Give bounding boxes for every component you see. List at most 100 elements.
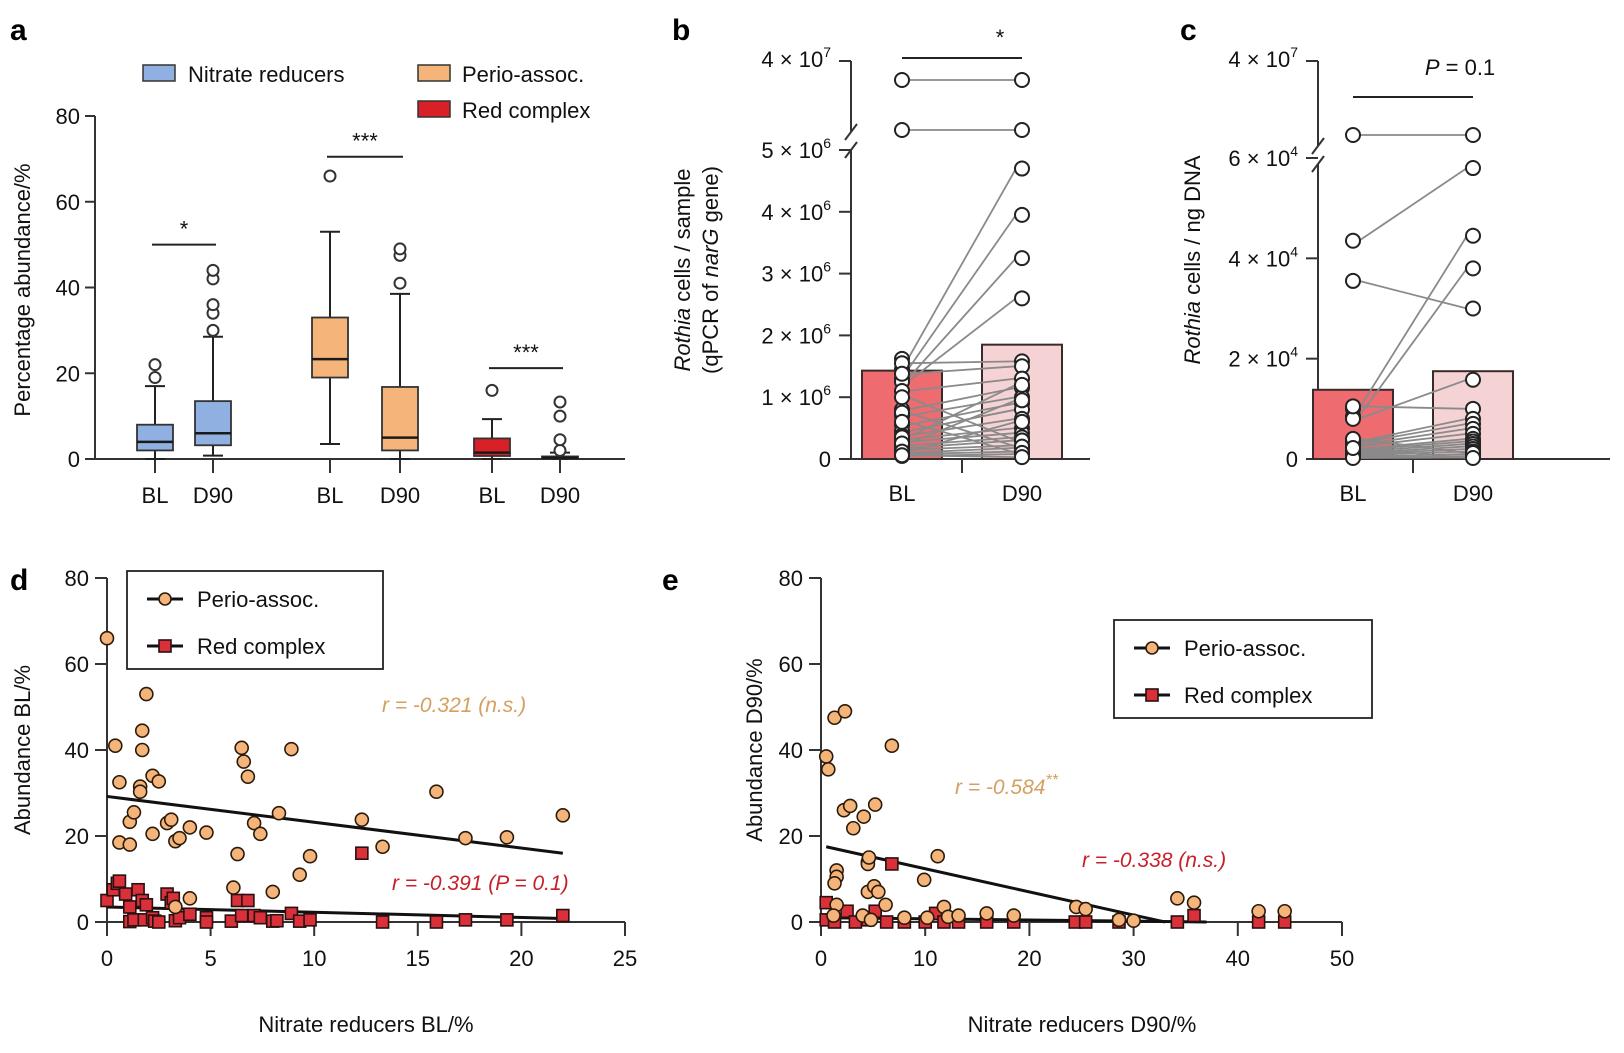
- scatter-point-perio: [240, 769, 256, 784]
- paired-point-d90: [1465, 300, 1481, 317]
- tick-exponent: 7: [823, 44, 831, 60]
- scatter-point-red: [1078, 915, 1093, 929]
- tick-base: 2 × 10: [761, 323, 823, 348]
- box-outlier: [393, 242, 407, 256]
- tick-base: 4 × 10: [761, 200, 823, 225]
- y-tick-label-upper: 4 × 107: [1228, 44, 1298, 72]
- panel-c-ylabel: Rothia cells / ng DNA: [1180, 155, 1205, 364]
- scatter-point-perio: [856, 809, 872, 824]
- scatter-point-perio: [826, 908, 841, 923]
- x-tick-label: 10: [302, 946, 326, 971]
- scatter-point-perio: [302, 848, 318, 864]
- paired-line: [907, 399, 1017, 445]
- scatter-point-perio: [234, 740, 249, 756]
- scatter-point-perio: [951, 908, 966, 923]
- scatter-point-perio: [878, 897, 893, 913]
- y-tick-label: 4 × 106: [761, 197, 831, 225]
- panel-c-bar: Rothia cells / ng DNA P = 0.1 4 × 10702 …: [1180, 44, 1610, 506]
- panel-e-xlabel: Nitrate reducers D90/%: [968, 1012, 1197, 1037]
- scatter-point-red: [152, 915, 166, 929]
- scatter-point-perio: [132, 784, 148, 800]
- paired-point-d90: [1465, 260, 1481, 277]
- y-tick-label: 40: [779, 738, 803, 763]
- tick-base: 6 × 10: [1228, 146, 1290, 171]
- correlation-text: r = -0.391 (P = 0.1): [392, 872, 569, 895]
- paired-line: [1358, 445, 1468, 454]
- scatter-point-red: [879, 915, 894, 929]
- paired-point-bl: [1345, 439, 1361, 456]
- scatter-point-perio: [199, 825, 214, 840]
- box-outlier: [206, 298, 220, 312]
- paired-point-d90: [1465, 371, 1481, 388]
- significance-stars: *: [180, 217, 189, 242]
- legend-label: Perio-assoc.: [1184, 636, 1306, 661]
- tick-exponent: 4: [1290, 243, 1298, 259]
- legend-swatch-nitrate: [142, 64, 176, 82]
- paired-point-d90: [1014, 250, 1030, 267]
- paired-point-bl: [894, 413, 910, 430]
- paired-point-d90: [1014, 72, 1030, 88]
- y-tick-label: 5 × 106: [761, 135, 831, 163]
- paired-line: [1358, 428, 1468, 446]
- scatter-point-perio: [182, 891, 198, 906]
- paired-line: [907, 450, 1017, 455]
- scatter-point-perio: [1078, 901, 1093, 917]
- legend-label-red: Red complex: [462, 98, 590, 123]
- panel-c-sig-rest: = 0.1: [1440, 55, 1496, 80]
- panel-d-ylabel: Abundance BL/%: [10, 665, 35, 835]
- paired-line: [907, 257, 1017, 380]
- x-tick-label: D90: [1002, 481, 1042, 506]
- scatter-point-perio: [151, 774, 167, 789]
- significance-stars: ***: [352, 129, 378, 154]
- tick-exponent: 7: [1290, 44, 1298, 60]
- paired-point-bl: [894, 389, 910, 406]
- scatter-point-perio: [126, 805, 142, 820]
- tick-base: 3 × 10: [761, 262, 823, 287]
- tick-base: 0: [819, 447, 831, 472]
- paired-line: [1358, 456, 1468, 459]
- panel-a-xtick-label: D90: [540, 483, 580, 508]
- scatter-point-perio: [271, 805, 287, 821]
- axis-break-mark: [1311, 137, 1325, 155]
- panel-a-xtick-label: D90: [193, 483, 233, 508]
- y-tick-label: 0: [819, 447, 831, 472]
- paired-line: [907, 411, 1017, 448]
- scatter-point-perio: [1006, 908, 1022, 923]
- scatter-point-red: [885, 857, 899, 871]
- panel-a-xtick-label: BL: [317, 483, 344, 508]
- paired-line: [907, 454, 1017, 459]
- paired-line: [907, 417, 1017, 437]
- paired-point-bl: [894, 122, 910, 138]
- y-tick-label: 3 × 106: [761, 259, 831, 287]
- panel-c-ylabel-rest: cells / ng DNA: [1180, 155, 1205, 301]
- paired-line: [907, 427, 1017, 441]
- box-outlier: [553, 443, 567, 457]
- panel-d-scatter: Abundance BL/% Nitrate reducers BL/% 0 20…: [10, 566, 637, 1037]
- panel-c-significance: P = 0.1: [1425, 55, 1495, 80]
- box-outlier: [393, 276, 407, 290]
- legend-label: Perio-assoc.: [197, 587, 319, 612]
- scatter-point-red: [241, 893, 255, 908]
- panel-label-e: e: [662, 564, 679, 597]
- tick-base: 4 × 10: [1228, 246, 1290, 271]
- y-tick-label: 2 × 106: [761, 320, 831, 348]
- significance-stars: ***: [513, 340, 539, 365]
- scatter-point-perio: [375, 839, 390, 855]
- box-outlier: [206, 263, 220, 277]
- x-tick-label: 10: [913, 946, 937, 971]
- tick-exponent: 6: [823, 135, 831, 151]
- correlation-annotation: r = -0.321 (n.s.): [382, 694, 526, 717]
- scatter-point-red: [234, 908, 249, 923]
- panel-a-boxplot: Percentage abundance/% Nitrate reducers …: [10, 62, 625, 508]
- paired-point-d90: [1014, 449, 1030, 466]
- paired-line: [1358, 235, 1468, 410]
- paired-line: [907, 396, 1017, 442]
- tick-exponent: 4: [1290, 344, 1298, 360]
- significance-stars: **: [1045, 772, 1058, 789]
- correlation-annotation: r = -0.391 (P = 0.1): [392, 872, 569, 895]
- paired-line: [907, 384, 1017, 439]
- y-tick-label: 20: [65, 824, 89, 849]
- paired-point-d90: [1014, 206, 1030, 223]
- scatter-point-red: [303, 913, 317, 927]
